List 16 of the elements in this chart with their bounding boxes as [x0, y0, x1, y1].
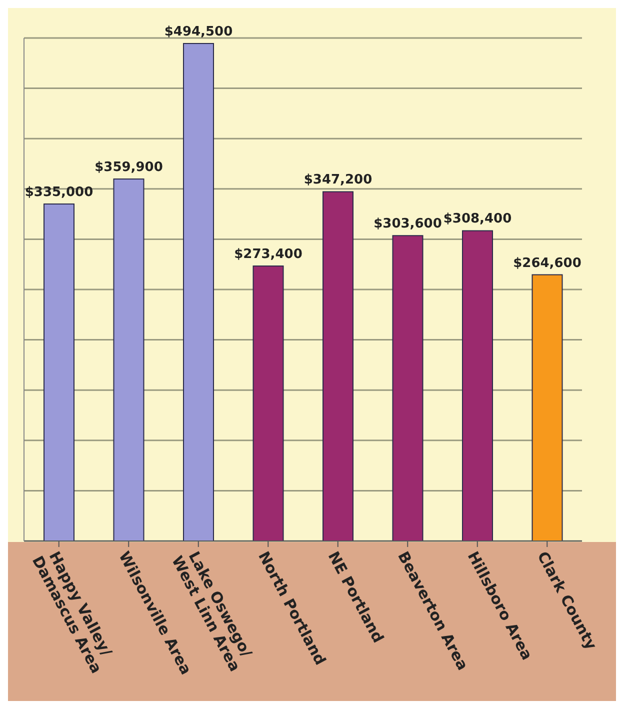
- bar: [532, 274, 563, 541]
- data-label: $264,600: [513, 256, 582, 271]
- bar: [252, 265, 284, 541]
- data-label: $494,500: [164, 24, 233, 40]
- data-label: $273,400: [234, 246, 302, 262]
- data-label: $347,200: [304, 172, 372, 188]
- bar: [462, 230, 493, 541]
- data-label: $335,000: [24, 184, 94, 200]
- data-label: $303,600: [374, 216, 442, 232]
- data-label: $359,900: [94, 160, 163, 175]
- bar: [44, 203, 74, 541]
- bar: [183, 43, 214, 541]
- bar: [113, 178, 144, 541]
- data-label: $308,400: [443, 212, 512, 227]
- bar: [322, 191, 354, 541]
- bar: [392, 235, 424, 541]
